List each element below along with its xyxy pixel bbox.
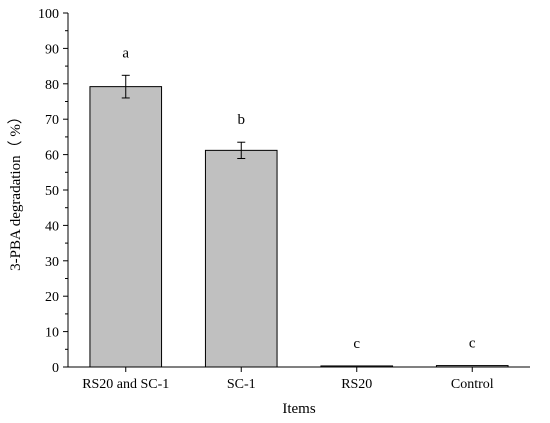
bars: a b c c — [89, 45, 509, 368]
bar — [204, 149, 278, 368]
significance-label: a — [122, 45, 129, 61]
y-tick-label: 10 — [45, 326, 59, 341]
significance-label: c — [353, 336, 360, 352]
significance-label: b — [238, 112, 246, 128]
y-tick-label: 20 — [45, 290, 59, 305]
y-tick-label: 100 — [38, 7, 59, 22]
bar — [89, 86, 163, 368]
x-tick-label: RS20 — [341, 377, 372, 392]
x-axis-ticks: RS20 and SC-1 SC-1 RS20 Control — [82, 367, 494, 392]
y-tick-label: 90 — [45, 42, 59, 57]
x-axis-label: Items — [282, 401, 315, 417]
x-tick-label: RS20 and SC-1 — [82, 377, 169, 392]
significance-label: c — [469, 336, 476, 352]
y-tick-label: 70 — [45, 113, 59, 128]
y-axis-ticks: 0 10 20 30 40 50 60 70 80 90 100 — [38, 7, 68, 376]
x-tick-label: SC-1 — [227, 377, 256, 392]
y-tick-label: 40 — [45, 219, 59, 234]
y-tick-label: 30 — [45, 255, 59, 270]
y-tick-label: 50 — [45, 184, 59, 199]
y-tick-label: 0 — [52, 361, 59, 376]
y-tick-label: 80 — [45, 78, 59, 93]
y-axis-label: 3-PBA degradation（ %） — [7, 109, 24, 271]
y-tick-label: 60 — [45, 149, 59, 164]
x-tick-label: Control — [451, 377, 494, 392]
